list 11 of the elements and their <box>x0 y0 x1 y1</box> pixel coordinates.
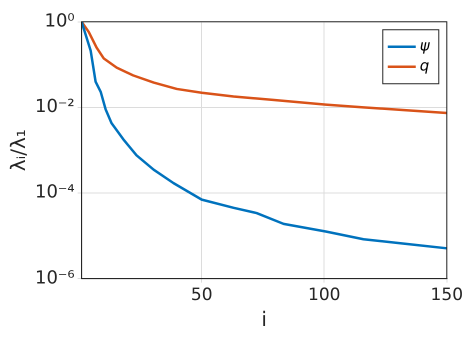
y-tick-label: 10⁻² <box>34 96 75 118</box>
y-axis-title: λᵢ/λ₁ <box>6 129 30 172</box>
legend-label: ψ <box>420 36 431 55</box>
y-tick-label: 10⁻⁶ <box>34 267 75 288</box>
x-tick-label: 100 <box>308 285 340 306</box>
x-axis-title: i <box>261 307 267 332</box>
y-tick-label: 10⁰ <box>44 10 75 32</box>
x-tick-label: 50 <box>190 285 213 306</box>
legend-label: q <box>420 56 430 75</box>
x-tick-label: 150 <box>430 285 464 306</box>
y-tick-label: 10⁻⁴ <box>34 182 75 203</box>
